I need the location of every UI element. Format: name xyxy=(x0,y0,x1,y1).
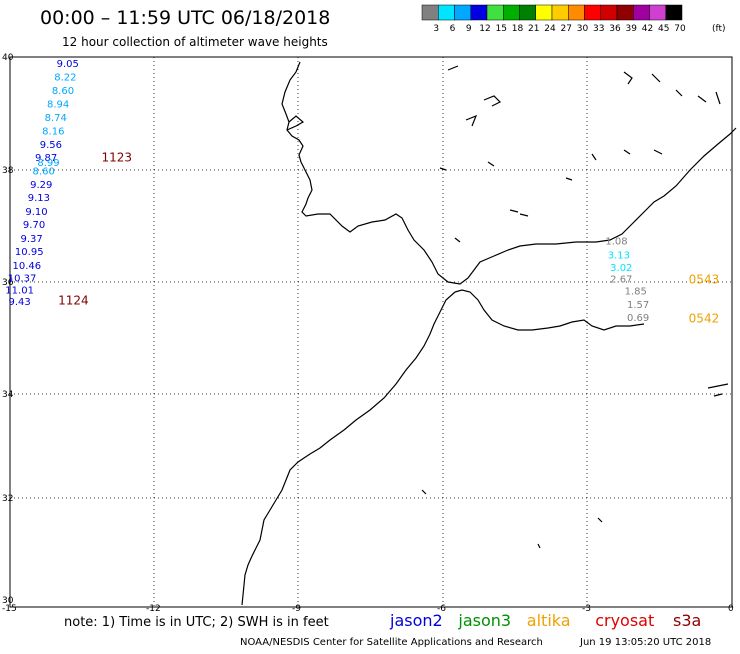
wave-height-value: 9.87 xyxy=(35,153,57,164)
legend-unit: (ft) xyxy=(712,24,726,34)
legend-swatch xyxy=(421,4,439,21)
satellite-jason3: jason3 xyxy=(457,611,511,630)
legend-label: 42 xyxy=(642,24,653,34)
wave-height-value: 9.13 xyxy=(28,193,50,204)
wave-height-value: 10.95 xyxy=(15,247,44,258)
wave-height-value: 10.37 xyxy=(8,273,37,284)
satellite-legend: jason2 jason3 altika cryosat s3a xyxy=(389,611,701,630)
pass-id-label: 1124 xyxy=(58,294,89,308)
map-title: 00:00 – 11:59 UTC 06/18/2018 xyxy=(40,7,330,29)
lon-tick-label: 0 xyxy=(728,604,734,614)
wave-height-value: 8.74 xyxy=(45,113,67,124)
legend-swatch xyxy=(470,4,488,21)
wave-height-value: 8.22 xyxy=(54,73,76,84)
legend-swatch xyxy=(584,4,601,21)
lon-tick-label: -12 xyxy=(146,604,161,614)
pass-id-label: 1123 xyxy=(101,151,132,165)
wave-height-value: 3.02 xyxy=(610,263,632,274)
wave-height-value: 8.99 xyxy=(37,158,59,169)
legend-label: 9 xyxy=(466,24,472,34)
wave-height-value: 1.57 xyxy=(627,300,649,311)
legend-swatch xyxy=(665,4,683,21)
wave-height-value: 3.13 xyxy=(608,250,630,261)
graticule xyxy=(10,57,732,607)
wave-height-value: 2.67 xyxy=(610,275,632,286)
legend-label: 45 xyxy=(658,24,669,34)
legend-label: 27 xyxy=(561,24,572,34)
wave-height-value: 1.85 xyxy=(625,287,647,298)
pass-id-label: 0543 xyxy=(689,273,720,287)
lat-tick-label: 34 xyxy=(2,390,14,400)
map-frame xyxy=(9,56,733,608)
wave-height-value: 9.56 xyxy=(40,140,62,151)
color-legend: 3 6 9 12 15 18 21 24 27 30 33 36 39 42 45 70 xyxy=(421,4,686,34)
legend-swatch xyxy=(551,4,569,21)
wave-height-value: 9.43 xyxy=(8,297,30,308)
legend-label: 18 xyxy=(512,24,524,34)
legend-label: 6 xyxy=(450,24,456,34)
lat-axis-labels: 40 38 36 34 32 30 xyxy=(2,53,14,606)
legend-label: 30 xyxy=(577,24,589,34)
lon-tick-label: -15 xyxy=(2,604,17,614)
legend-label: 70 xyxy=(674,24,686,34)
credit-line: NOAA/NESDIS Center for Satellite Applica… xyxy=(240,637,543,648)
legend-swatch xyxy=(535,4,553,21)
legend-swatch xyxy=(438,4,455,21)
lon-tick-label: -6 xyxy=(437,604,446,614)
legend-label: 36 xyxy=(609,24,621,34)
wave-height-value: 0.69 xyxy=(627,313,649,324)
legend-label: 33 xyxy=(593,24,604,34)
satellite-cryosat: cryosat xyxy=(595,611,654,630)
satellite-s3a: s3a xyxy=(673,611,701,630)
legend-swatch xyxy=(568,4,585,21)
legend-swatch xyxy=(633,4,650,21)
wave-height-value: 9.10 xyxy=(25,207,47,218)
wave-observations: 9.058.228.608.948.748.169.569.878.998.60… xyxy=(5,59,719,326)
satellite-jason2: jason2 xyxy=(389,611,443,630)
legend-swatch xyxy=(454,4,471,21)
legend-label: 3 xyxy=(433,24,439,34)
timestamp: Jun 19 13:05:20 UTC 2018 xyxy=(579,637,711,648)
coastline xyxy=(241,61,737,606)
legend-label: 24 xyxy=(544,24,556,34)
map-subtitle: 12 hour collection of altimeter wave hei… xyxy=(62,35,328,49)
legend-label: 21 xyxy=(528,24,539,34)
wave-height-value: 8.94 xyxy=(47,100,69,111)
lon-tick-label: -9 xyxy=(292,604,301,614)
lat-tick-label: 40 xyxy=(2,53,14,63)
wave-height-value: 10.46 xyxy=(13,261,42,272)
wave-height-value: 9.05 xyxy=(57,59,79,70)
legend-swatch xyxy=(649,4,666,21)
legend-label: 15 xyxy=(496,24,507,34)
lat-tick-label: 38 xyxy=(2,166,14,176)
lat-tick-label: 36 xyxy=(2,278,14,288)
lat-tick-label: 30 xyxy=(2,596,14,606)
wave-height-value: 8.16 xyxy=(42,127,64,138)
legend-swatch xyxy=(600,4,618,21)
wave-height-value: 11.01 xyxy=(5,286,34,297)
lon-axis-labels: -15 -12 -9 -6 -3 0 xyxy=(2,604,734,614)
wave-height-value: 9.70 xyxy=(23,220,45,231)
wave-height-value: 8.60 xyxy=(33,167,55,178)
lat-tick-label: 32 xyxy=(2,494,13,504)
footer-note: note: 1) Time is in UTC; 2) SWH is in fe… xyxy=(64,615,329,630)
lon-tick-label: -3 xyxy=(582,604,591,614)
legend-swatch xyxy=(503,4,520,21)
legend-swatch xyxy=(519,4,536,21)
wave-height-value: 8.60 xyxy=(52,86,74,97)
satellite-altika: altika xyxy=(527,611,571,630)
legend-label: 39 xyxy=(626,24,638,34)
wave-height-value: 9.29 xyxy=(30,180,52,191)
legend-swatch xyxy=(486,4,504,21)
pass-id-label: 0542 xyxy=(689,312,720,326)
legend-swatch xyxy=(616,4,634,21)
legend-label: 12 xyxy=(479,24,490,34)
wave-height-value: 9.37 xyxy=(21,234,43,245)
wave-height-value: 1.08 xyxy=(605,237,627,248)
